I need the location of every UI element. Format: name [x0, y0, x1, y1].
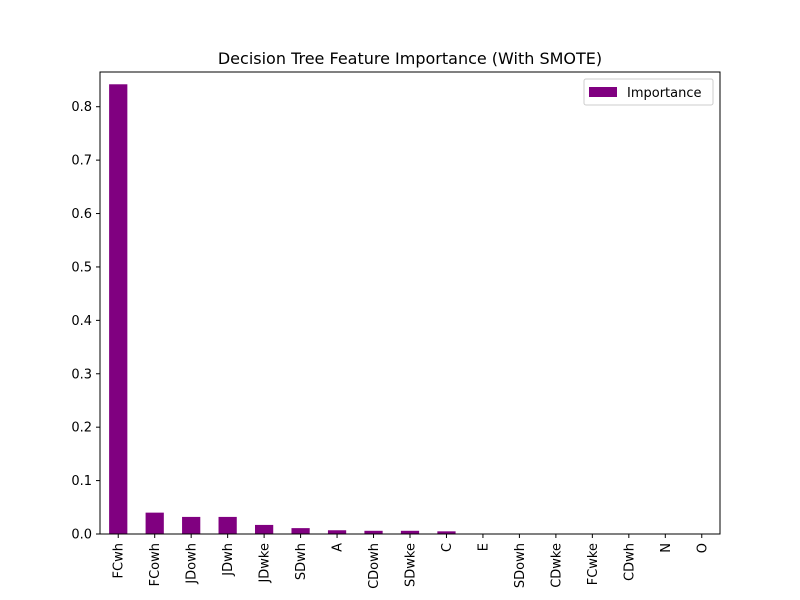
y-tick-label: 0.7 [71, 154, 92, 169]
y-tick-label: 0.5 [71, 260, 92, 275]
x-tick-label: A [331, 543, 346, 552]
bar-SDwke [400, 530, 420, 534]
y-tick-label: 0.6 [71, 207, 92, 222]
y-tick-label: 0.8 [71, 100, 92, 115]
y-tick-label: 0.1 [71, 474, 92, 489]
bar-A [327, 530, 347, 534]
x-tick-label: JDwke [258, 543, 273, 584]
x-tick-label: JDowh [185, 543, 200, 585]
y-tick-label: 0.2 [71, 421, 92, 436]
bar-FCwh [109, 84, 128, 534]
x-tick-label: SDowh [513, 543, 528, 588]
x-tick-label: CDowh [367, 543, 382, 589]
bar-SDwh [291, 528, 310, 534]
legend-label: Importance [627, 86, 702, 101]
bar-FCowh [145, 512, 164, 534]
bar-C [437, 531, 456, 534]
x-tick-label: C [440, 543, 455, 552]
x-tick-label: CDwke [549, 543, 564, 588]
legend: Importance [583, 78, 714, 106]
chart-title: Decision Tree Feature Importance (With S… [218, 49, 602, 68]
x-tick-label: FCowh [148, 543, 163, 586]
bars-group [109, 84, 456, 534]
x-tick-label: CDwh [622, 543, 637, 581]
x-tick-label: FCwke [586, 543, 601, 585]
x-tick-label: E [476, 543, 491, 551]
legend-box [583, 78, 714, 106]
y-tick-label: 0.3 [71, 367, 92, 382]
bar-JDowh [182, 516, 201, 534]
y-axis: 0.0 0.1 0.2 0.3 0.4 0.5 0.6 0.7 0.8 [71, 100, 100, 543]
x-tick-label: JDwh [221, 543, 236, 577]
y-tick-label: 0.0 [71, 528, 92, 543]
bar-JDwke [255, 524, 274, 534]
bar-CDowh [364, 530, 383, 534]
x-tick-label: N [659, 543, 674, 553]
x-tick-label: SDwh [294, 543, 309, 580]
x-tick-label: SDwke [404, 543, 419, 587]
y-tick-label: 0.4 [71, 314, 92, 329]
x-axis: FCwh FCowh JDowh JDwh JDwke SDwh A CDowh SDwke C E… [112, 534, 710, 589]
legend-swatch [589, 87, 617, 97]
x-tick-label: FCwh [112, 543, 127, 578]
bar-JDwh [218, 516, 237, 534]
x-tick-label: O [695, 543, 710, 553]
axes-frame [99, 71, 721, 535]
